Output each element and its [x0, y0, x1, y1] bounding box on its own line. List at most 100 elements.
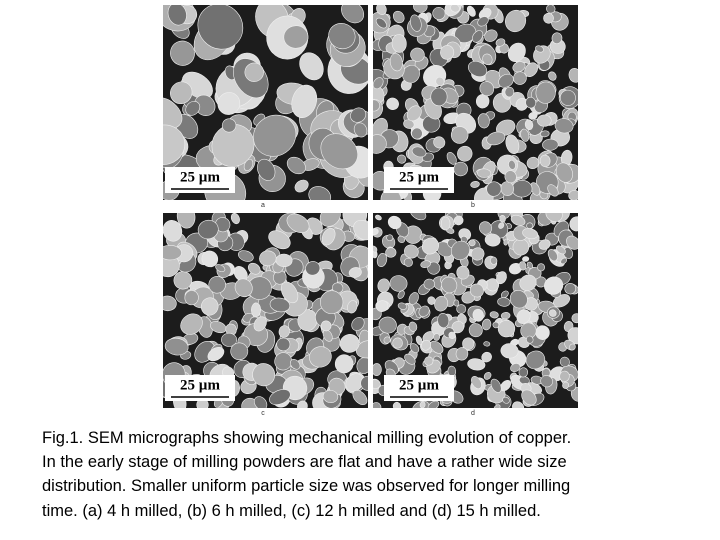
- particle: [564, 283, 577, 295]
- particle: [403, 257, 413, 267]
- particle: [495, 38, 506, 47]
- particle: [252, 363, 276, 387]
- particle: [278, 325, 290, 338]
- particle: [259, 250, 277, 267]
- particle: [422, 331, 435, 343]
- particle: [498, 73, 514, 88]
- particle: [540, 375, 553, 388]
- particle: [238, 250, 254, 262]
- particle: [489, 311, 499, 319]
- particle: [352, 389, 368, 406]
- particle: [526, 261, 534, 269]
- particle: [411, 127, 423, 140]
- particle: [507, 42, 526, 63]
- particle: [433, 136, 446, 149]
- particle: [347, 300, 358, 314]
- particle: [545, 213, 563, 222]
- particle: [247, 262, 261, 275]
- particle: [497, 319, 516, 338]
- particle: [500, 312, 511, 320]
- particle: [560, 257, 568, 265]
- particle: [450, 5, 460, 13]
- particle: [392, 401, 402, 408]
- particle: [500, 343, 519, 359]
- particle: [276, 337, 291, 352]
- particle: [559, 356, 570, 367]
- particle: [477, 168, 492, 178]
- particle: [520, 128, 530, 142]
- particle: [200, 297, 219, 316]
- particle: [350, 107, 367, 123]
- particle: [524, 119, 534, 131]
- particle: [427, 400, 440, 408]
- particle: [526, 156, 540, 170]
- particle: [373, 363, 382, 376]
- particle: [377, 278, 390, 293]
- particle: [469, 283, 484, 298]
- particle: [429, 340, 444, 354]
- particle: [328, 23, 356, 50]
- particle: [217, 92, 241, 115]
- particle: [415, 335, 423, 346]
- particle: [197, 219, 219, 240]
- particle: [453, 215, 464, 226]
- particle: [373, 83, 385, 105]
- particle: [421, 237, 440, 255]
- particle: [500, 290, 509, 299]
- particle: [499, 215, 506, 223]
- particle: [569, 216, 578, 232]
- particle: [319, 213, 341, 227]
- particle: [167, 5, 187, 26]
- particle: [404, 353, 416, 365]
- particle: [547, 249, 558, 262]
- particle: [404, 244, 419, 259]
- particle: [291, 84, 318, 118]
- particle: [289, 359, 301, 370]
- particle: [207, 346, 225, 362]
- particle: [170, 40, 195, 66]
- particle: [339, 334, 360, 353]
- particle: [373, 99, 381, 112]
- particle: [341, 5, 365, 24]
- particle: [483, 341, 491, 347]
- particles: [163, 213, 368, 408]
- particle: [471, 376, 482, 390]
- particle: [504, 86, 515, 98]
- particle: [440, 216, 451, 231]
- panel-label: a: [261, 202, 265, 209]
- particle: [378, 316, 397, 334]
- particle: [184, 290, 199, 306]
- particle: [299, 52, 324, 81]
- particle: [269, 297, 291, 313]
- particle: [566, 235, 578, 250]
- particle: [185, 101, 201, 116]
- particle: [559, 370, 570, 382]
- particle: [419, 401, 426, 408]
- particle: [348, 267, 362, 278]
- particle: [502, 396, 510, 404]
- particle: [477, 113, 490, 129]
- particle: [283, 25, 309, 49]
- particle: [546, 5, 556, 14]
- particle: [515, 97, 529, 111]
- particle: [353, 219, 368, 241]
- particle: [555, 162, 573, 183]
- particle: [563, 247, 573, 259]
- particle: [503, 238, 509, 246]
- particle: [537, 263, 545, 272]
- particle: [411, 146, 427, 158]
- particle: [275, 253, 293, 268]
- particle: [253, 316, 267, 332]
- particle: [537, 114, 552, 127]
- particle: [535, 45, 544, 53]
- particle: [466, 5, 476, 17]
- particle: [373, 379, 381, 389]
- particle: [430, 87, 448, 107]
- particle: [468, 239, 476, 247]
- particle: [484, 29, 498, 42]
- particle: [269, 389, 291, 405]
- caption-line: time. (a) 4 h milled, (b) 6 h milled, (c…: [42, 502, 541, 520]
- particle: [525, 96, 537, 109]
- particle: [375, 17, 387, 29]
